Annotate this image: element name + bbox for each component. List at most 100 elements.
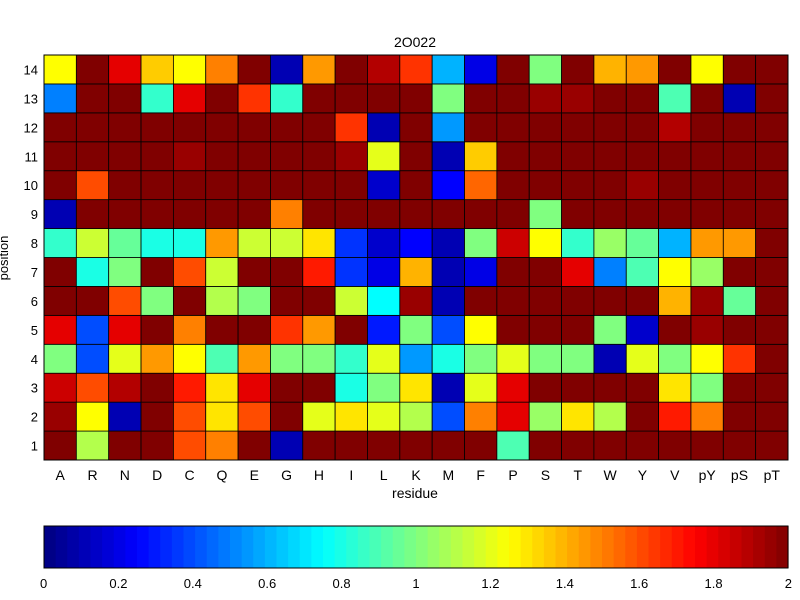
heatmap-cell-Q-11 <box>205 141 239 172</box>
x-tick-label: L <box>380 467 388 483</box>
heatmap-cell-A-11 <box>43 141 77 172</box>
heatmap-cell-G-12 <box>270 112 304 143</box>
heatmap-cell-I-8 <box>334 228 368 258</box>
heatmap-cell-Y-14 <box>625 54 660 85</box>
heatmap-cell-I-11 <box>334 141 368 172</box>
colorbar-segment <box>195 526 208 568</box>
heatmap-cell-E-13 <box>237 83 271 114</box>
heatmap-cell-F-6 <box>464 286 498 316</box>
heatmap-cell-G-3 <box>270 372 304 403</box>
heatmap-cell-pT-7 <box>755 257 789 287</box>
heatmap-cell-N-4 <box>108 343 142 374</box>
heatmap-cell-K-6 <box>399 286 433 316</box>
heatmap-cell-T-5 <box>561 314 595 345</box>
heatmap-cell-I-7 <box>334 257 368 287</box>
heatmap-cell-Y-12 <box>625 112 660 143</box>
heatmap-cell-T-8 <box>561 228 595 258</box>
heatmap-cell-H-2 <box>302 401 336 432</box>
heatmap-cell-K-1 <box>399 430 433 461</box>
colorbar-tick-label: 0.4 <box>184 576 202 591</box>
colorbar-segment <box>776 526 789 568</box>
heatmap-cell-pS-10 <box>722 170 757 201</box>
heatmap-cell-T-3 <box>561 372 595 403</box>
colorbar-segment <box>648 526 661 568</box>
heatmap-cell-Q-12 <box>205 112 239 143</box>
heatmap-cell-M-11 <box>431 141 465 172</box>
heatmap-cell-pY-14 <box>690 54 724 85</box>
heatmap-cell-W-9 <box>593 199 627 229</box>
heatmap-cell-W-14 <box>593 54 627 85</box>
heatmap-cell-R-14 <box>75 54 110 85</box>
heatmap-cell-V-14 <box>658 54 692 85</box>
heatmap-cell-Y-11 <box>625 141 660 172</box>
y-tick-label: 11 <box>25 149 39 164</box>
heatmap-cell-G-13 <box>270 83 304 114</box>
x-tick-label: K <box>411 467 421 483</box>
heatmap-cell-pS-7 <box>722 257 757 287</box>
heatmap-cell-A-4 <box>43 343 77 374</box>
heatmap-cell-V-5 <box>658 314 692 345</box>
heatmap-cell-L-13 <box>367 83 401 114</box>
x-tick-label: E <box>250 467 259 483</box>
heatmap-cell-Y-13 <box>625 83 660 114</box>
heatmap-cell-pS-9 <box>722 199 757 229</box>
heatmap-cell-G-6 <box>270 286 304 316</box>
heatmap-cell-L-11 <box>367 141 401 172</box>
heatmap-cell-Y-8 <box>625 228 660 258</box>
heatmap-cell-pT-2 <box>755 401 789 432</box>
heatmap-cell-K-10 <box>399 170 433 201</box>
colorbar-segment <box>706 526 719 568</box>
heatmap-cell-C-8 <box>172 228 207 258</box>
heatmap-cell-C-12 <box>172 112 207 143</box>
heatmap-cell-M-9 <box>431 199 465 229</box>
heatmap-cell-S-13 <box>528 83 562 114</box>
heatmap-cell-R-7 <box>75 257 110 287</box>
heatmap-cell-H-4 <box>302 343 336 374</box>
heatmap-cell-C-13 <box>172 83 207 114</box>
heatmap-cell-Y-7 <box>625 257 660 287</box>
heatmap-cell-P-1 <box>496 430 530 461</box>
heatmap-cell-A-14 <box>43 54 77 85</box>
heatmap-cell-P-2 <box>496 401 530 432</box>
heatmap-cell-F-11 <box>464 141 498 172</box>
heatmap-cell-pY-8 <box>690 228 724 258</box>
heatmap-cell-C-4 <box>172 343 207 374</box>
heatmap-cell-F-10 <box>464 170 498 201</box>
heatmap-cell-pT-9 <box>755 199 789 229</box>
heatmap-cell-W-10 <box>593 170 627 201</box>
colorbar-segment <box>695 526 708 568</box>
colorbar-segment <box>718 526 731 568</box>
heatmap-cell-pY-9 <box>690 199 724 229</box>
heatmap-cell-T-13 <box>561 83 595 114</box>
colorbar-tick-label: 2 <box>785 576 792 591</box>
heatmap-cell-E-7 <box>237 257 271 287</box>
heatmap-cell-K-13 <box>399 83 433 114</box>
heatmap-cell-pY-3 <box>690 372 724 403</box>
heatmap-cell-S-11 <box>528 141 562 172</box>
heatmap-cell-D-13 <box>140 83 174 114</box>
heatmap-cell-I-12 <box>334 112 368 143</box>
heatmap-cell-W-12 <box>593 112 627 143</box>
heatmap-cell-I-10 <box>334 170 368 201</box>
heatmap-cell-A-7 <box>43 257 77 287</box>
heatmap-cell-H-10 <box>302 170 336 201</box>
heatmap-cell-N-2 <box>108 401 142 432</box>
heatmap-cell-S-2 <box>528 401 562 432</box>
heatmap-cell-A-8 <box>43 228 77 258</box>
heatmap-cell-Q-10 <box>205 170 239 201</box>
heatmap-cell-W-6 <box>593 286 627 316</box>
heatmap-cell-pY-7 <box>690 257 724 287</box>
heatmap-cell-R-4 <box>75 343 110 374</box>
heatmap-cell-pY-2 <box>690 401 724 432</box>
heatmap-cell-F-3 <box>464 372 498 403</box>
heatmap-cell-H-12 <box>302 112 336 143</box>
heatmap-cell-L-1 <box>367 430 401 461</box>
heatmap-cell-L-8 <box>367 228 401 258</box>
heatmap-cell-pS-11 <box>722 141 757 172</box>
heatmap-cell-R-10 <box>75 170 110 201</box>
heatmap-cell-S-6 <box>528 286 562 316</box>
heatmap-cell-D-2 <box>140 401 174 432</box>
heatmap-cell-D-11 <box>140 141 174 172</box>
heatmap-cell-V-2 <box>658 401 692 432</box>
heatmap-cell-F-7 <box>464 257 498 287</box>
